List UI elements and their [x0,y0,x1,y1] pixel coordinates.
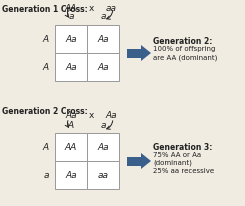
Text: A: A [68,121,74,130]
Text: a: a [68,12,74,21]
Text: x: x [88,4,94,13]
Bar [55,133,87,161]
Text: Generation 1 Cross:: Generation 1 Cross: [2,5,88,14]
Text: a: a [100,121,106,130]
Bar [127,157,141,165]
Text: are AA (dominant): are AA (dominant) [153,54,217,61]
Text: Aa: Aa [65,111,77,120]
Bar [55,53,87,81]
Text: A: A [43,62,49,71]
Text: (dominant): (dominant) [153,160,192,166]
Text: Aa: Aa [65,34,77,43]
Text: A: A [43,34,49,43]
Text: Aa: Aa [97,143,109,151]
Text: aa: aa [98,171,109,179]
Text: AA: AA [65,143,77,151]
Text: a: a [44,171,49,179]
Bar [87,25,119,53]
Text: 25% aa recessive: 25% aa recessive [153,168,214,174]
Bar [127,48,141,57]
Bar [87,53,119,81]
Text: A: A [43,143,49,151]
Bar [55,25,87,53]
Bar [87,133,119,161]
Bar [55,161,87,189]
Text: Aa: Aa [65,171,77,179]
Text: Generation 3:: Generation 3: [153,143,212,152]
Text: Aa: Aa [105,111,117,120]
Text: a: a [100,12,106,21]
Text: Generation 2 Cross:: Generation 2 Cross: [2,107,88,116]
Text: x: x [88,111,94,120]
Text: 100% of offspring: 100% of offspring [153,46,215,52]
Bar [87,161,119,189]
Text: Aa: Aa [97,62,109,71]
Text: Aa: Aa [97,34,109,43]
Polygon shape [141,153,151,169]
Text: aa: aa [106,4,117,13]
Text: Generation 2:: Generation 2: [153,37,212,46]
Text: 75% AA or Aa: 75% AA or Aa [153,152,201,158]
Polygon shape [141,45,151,61]
Text: Aa: Aa [65,62,77,71]
Text: AA: AA [65,4,77,13]
